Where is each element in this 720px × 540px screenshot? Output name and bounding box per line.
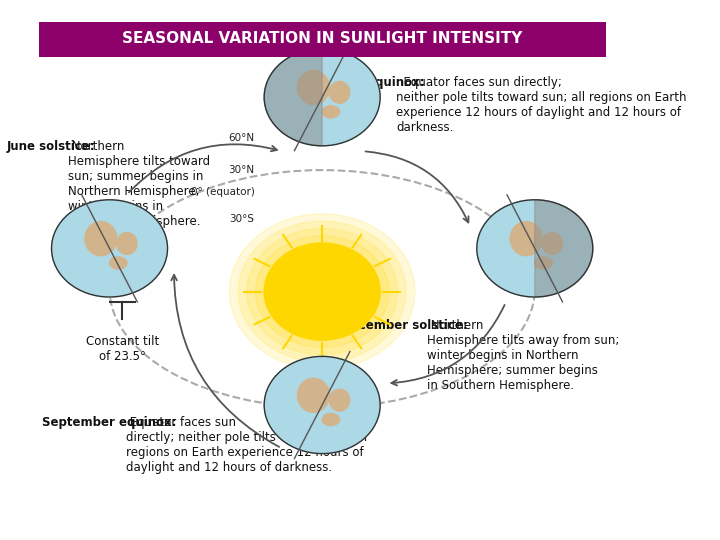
Circle shape xyxy=(264,243,380,340)
Ellipse shape xyxy=(297,378,330,413)
Ellipse shape xyxy=(117,233,137,254)
Text: March equinox:: March equinox: xyxy=(322,76,425,89)
Text: Equator faces sun directly;
neither pole tilts toward sun; all regions on Earth
: Equator faces sun directly; neither pole… xyxy=(396,76,687,133)
Text: September equinox:: September equinox: xyxy=(42,416,176,429)
Circle shape xyxy=(238,221,406,362)
Circle shape xyxy=(264,356,380,454)
Text: Constant tilt
of 23.5°: Constant tilt of 23.5° xyxy=(86,335,159,363)
Circle shape xyxy=(477,200,593,297)
Ellipse shape xyxy=(322,414,340,426)
FancyBboxPatch shape xyxy=(39,22,606,57)
Ellipse shape xyxy=(322,106,340,118)
Circle shape xyxy=(256,235,389,348)
Wedge shape xyxy=(535,200,593,297)
Ellipse shape xyxy=(297,71,330,105)
Text: SEASONAL VARIATION IN SUNLIGHT INTENSITY: SEASONAL VARIATION IN SUNLIGHT INTENSITY xyxy=(122,31,522,46)
Text: June solstice:: June solstice: xyxy=(6,140,95,153)
Ellipse shape xyxy=(330,82,350,103)
Wedge shape xyxy=(264,49,322,146)
Text: Equator faces sun
directly; neither pole tilts toward sun; all
regions on Earth : Equator faces sun directly; neither pole… xyxy=(126,416,367,474)
Ellipse shape xyxy=(85,221,117,255)
Ellipse shape xyxy=(109,257,127,269)
Text: 30°N: 30°N xyxy=(228,165,254,175)
Ellipse shape xyxy=(510,221,542,255)
Circle shape xyxy=(264,49,380,146)
Text: Northern
Hemisphere tilts toward
sun; summer begins in
Northern Hemisphere;
wint: Northern Hemisphere tilts toward sun; su… xyxy=(68,140,210,228)
Text: 0° (equator): 0° (equator) xyxy=(191,187,254,197)
Text: Northern
Hemisphere tilts away from sun;
winter begins in Northern
Hemisphere; s: Northern Hemisphere tilts away from sun;… xyxy=(427,319,620,392)
Ellipse shape xyxy=(535,257,552,269)
Ellipse shape xyxy=(542,233,562,254)
Circle shape xyxy=(230,214,415,369)
Ellipse shape xyxy=(330,389,350,411)
Circle shape xyxy=(247,228,397,355)
Text: 30°S: 30°S xyxy=(230,214,254,224)
Text: 60°N: 60°N xyxy=(228,133,254,143)
Circle shape xyxy=(52,200,168,297)
Text: December solstice:: December solstice: xyxy=(341,319,468,332)
